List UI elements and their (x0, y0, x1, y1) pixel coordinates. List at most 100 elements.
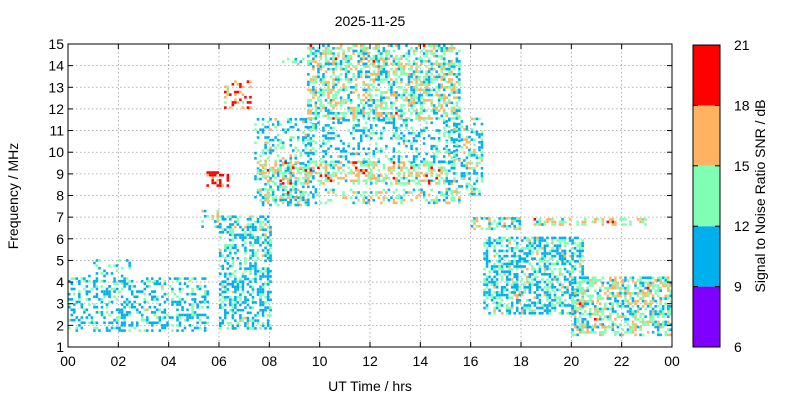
data-cell (395, 106, 398, 110)
data-cell (251, 295, 255, 299)
data-cell (571, 328, 574, 331)
data-cell (269, 251, 272, 255)
data-cell (473, 187, 476, 191)
data-cell (203, 292, 207, 296)
data-cell (317, 166, 320, 170)
data-cell (609, 297, 612, 300)
data-cell (473, 153, 476, 157)
data-cell (377, 60, 381, 63)
data-cell (324, 109, 328, 112)
data-cell (538, 311, 542, 315)
data-cell (226, 277, 230, 281)
data-cell (274, 169, 277, 172)
data-cell (407, 49, 411, 53)
data-cell (256, 321, 260, 325)
data-cell (274, 159, 277, 163)
data-cell (586, 294, 589, 298)
data-cell (626, 302, 630, 306)
colorbar-tick-label: 9 (734, 279, 742, 295)
data-cell (453, 159, 456, 162)
y-tick-label: 1 (56, 339, 64, 355)
data-cell (219, 230, 222, 234)
data-cell (324, 176, 328, 180)
data-cell (661, 323, 665, 326)
data-cell (327, 124, 330, 127)
data-cell (649, 299, 652, 303)
data-cell (546, 278, 549, 281)
data-cell (503, 262, 506, 266)
data-cell (317, 67, 320, 71)
data-cell (382, 129, 386, 132)
data-cell (503, 236, 506, 240)
data-cell (186, 316, 189, 319)
data-cell (344, 150, 348, 153)
data-cell (412, 62, 416, 66)
data-cell (546, 298, 549, 302)
data-cell (470, 192, 474, 196)
data-cell (312, 185, 315, 189)
data-cell (573, 289, 577, 293)
data-cell (515, 293, 519, 297)
data-cell (387, 75, 391, 79)
data-cell (480, 146, 484, 149)
data-cell (269, 275, 272, 278)
data-cell (619, 218, 622, 221)
data-cell (538, 301, 542, 305)
data-cell (364, 49, 368, 53)
data-cell (458, 117, 461, 120)
data-cell (387, 44, 391, 48)
colorbar-label: Signal to Noise Ratio SNR / dB (752, 100, 768, 293)
data-cell (239, 308, 242, 312)
data-cell (229, 301, 232, 304)
data-cell (490, 283, 494, 286)
data-cell (553, 267, 557, 271)
data-cell (357, 118, 360, 122)
data-cell (286, 179, 290, 183)
data-cell (276, 185, 280, 189)
data-cell (211, 171, 214, 174)
data-cell (450, 182, 454, 186)
data-cell (354, 65, 358, 68)
data-cell (528, 288, 532, 292)
data-cell (521, 309, 524, 312)
data-cell (140, 305, 144, 309)
data-cell (271, 166, 275, 170)
data-cell (485, 306, 489, 310)
data-cell (314, 52, 318, 55)
data-cell (279, 182, 282, 186)
data-cell (629, 276, 632, 280)
data-cell (297, 196, 300, 199)
data-cell (312, 193, 315, 196)
data-cell (256, 288, 260, 291)
data-cell (624, 320, 627, 324)
data-cell (281, 128, 285, 132)
data-cell (415, 75, 418, 79)
data-cell (468, 161, 471, 165)
data-cell (281, 141, 285, 144)
data-cell (266, 201, 270, 205)
data-cell (576, 306, 579, 310)
data-cell (621, 299, 625, 303)
data-cell (432, 111, 436, 115)
data-cell (651, 315, 655, 318)
data-cell (593, 325, 597, 329)
data-cell (264, 125, 267, 129)
data-cell (309, 174, 313, 177)
data-cell (473, 227, 476, 231)
data-cell (410, 85, 413, 89)
data-cell (319, 144, 323, 148)
data-cell (417, 44, 421, 48)
data-cell (455, 138, 459, 141)
data-cell (644, 218, 647, 221)
data-cell (578, 323, 582, 326)
data-cell (442, 121, 446, 125)
data-cell (266, 191, 270, 194)
data-cell (191, 303, 194, 306)
data-cell (259, 288, 262, 291)
data-cell (521, 306, 524, 310)
data-cell (264, 295, 267, 299)
data-cell (523, 236, 527, 240)
data-cell (344, 65, 348, 68)
data-cell (279, 141, 282, 144)
data-cell (68, 279, 71, 283)
